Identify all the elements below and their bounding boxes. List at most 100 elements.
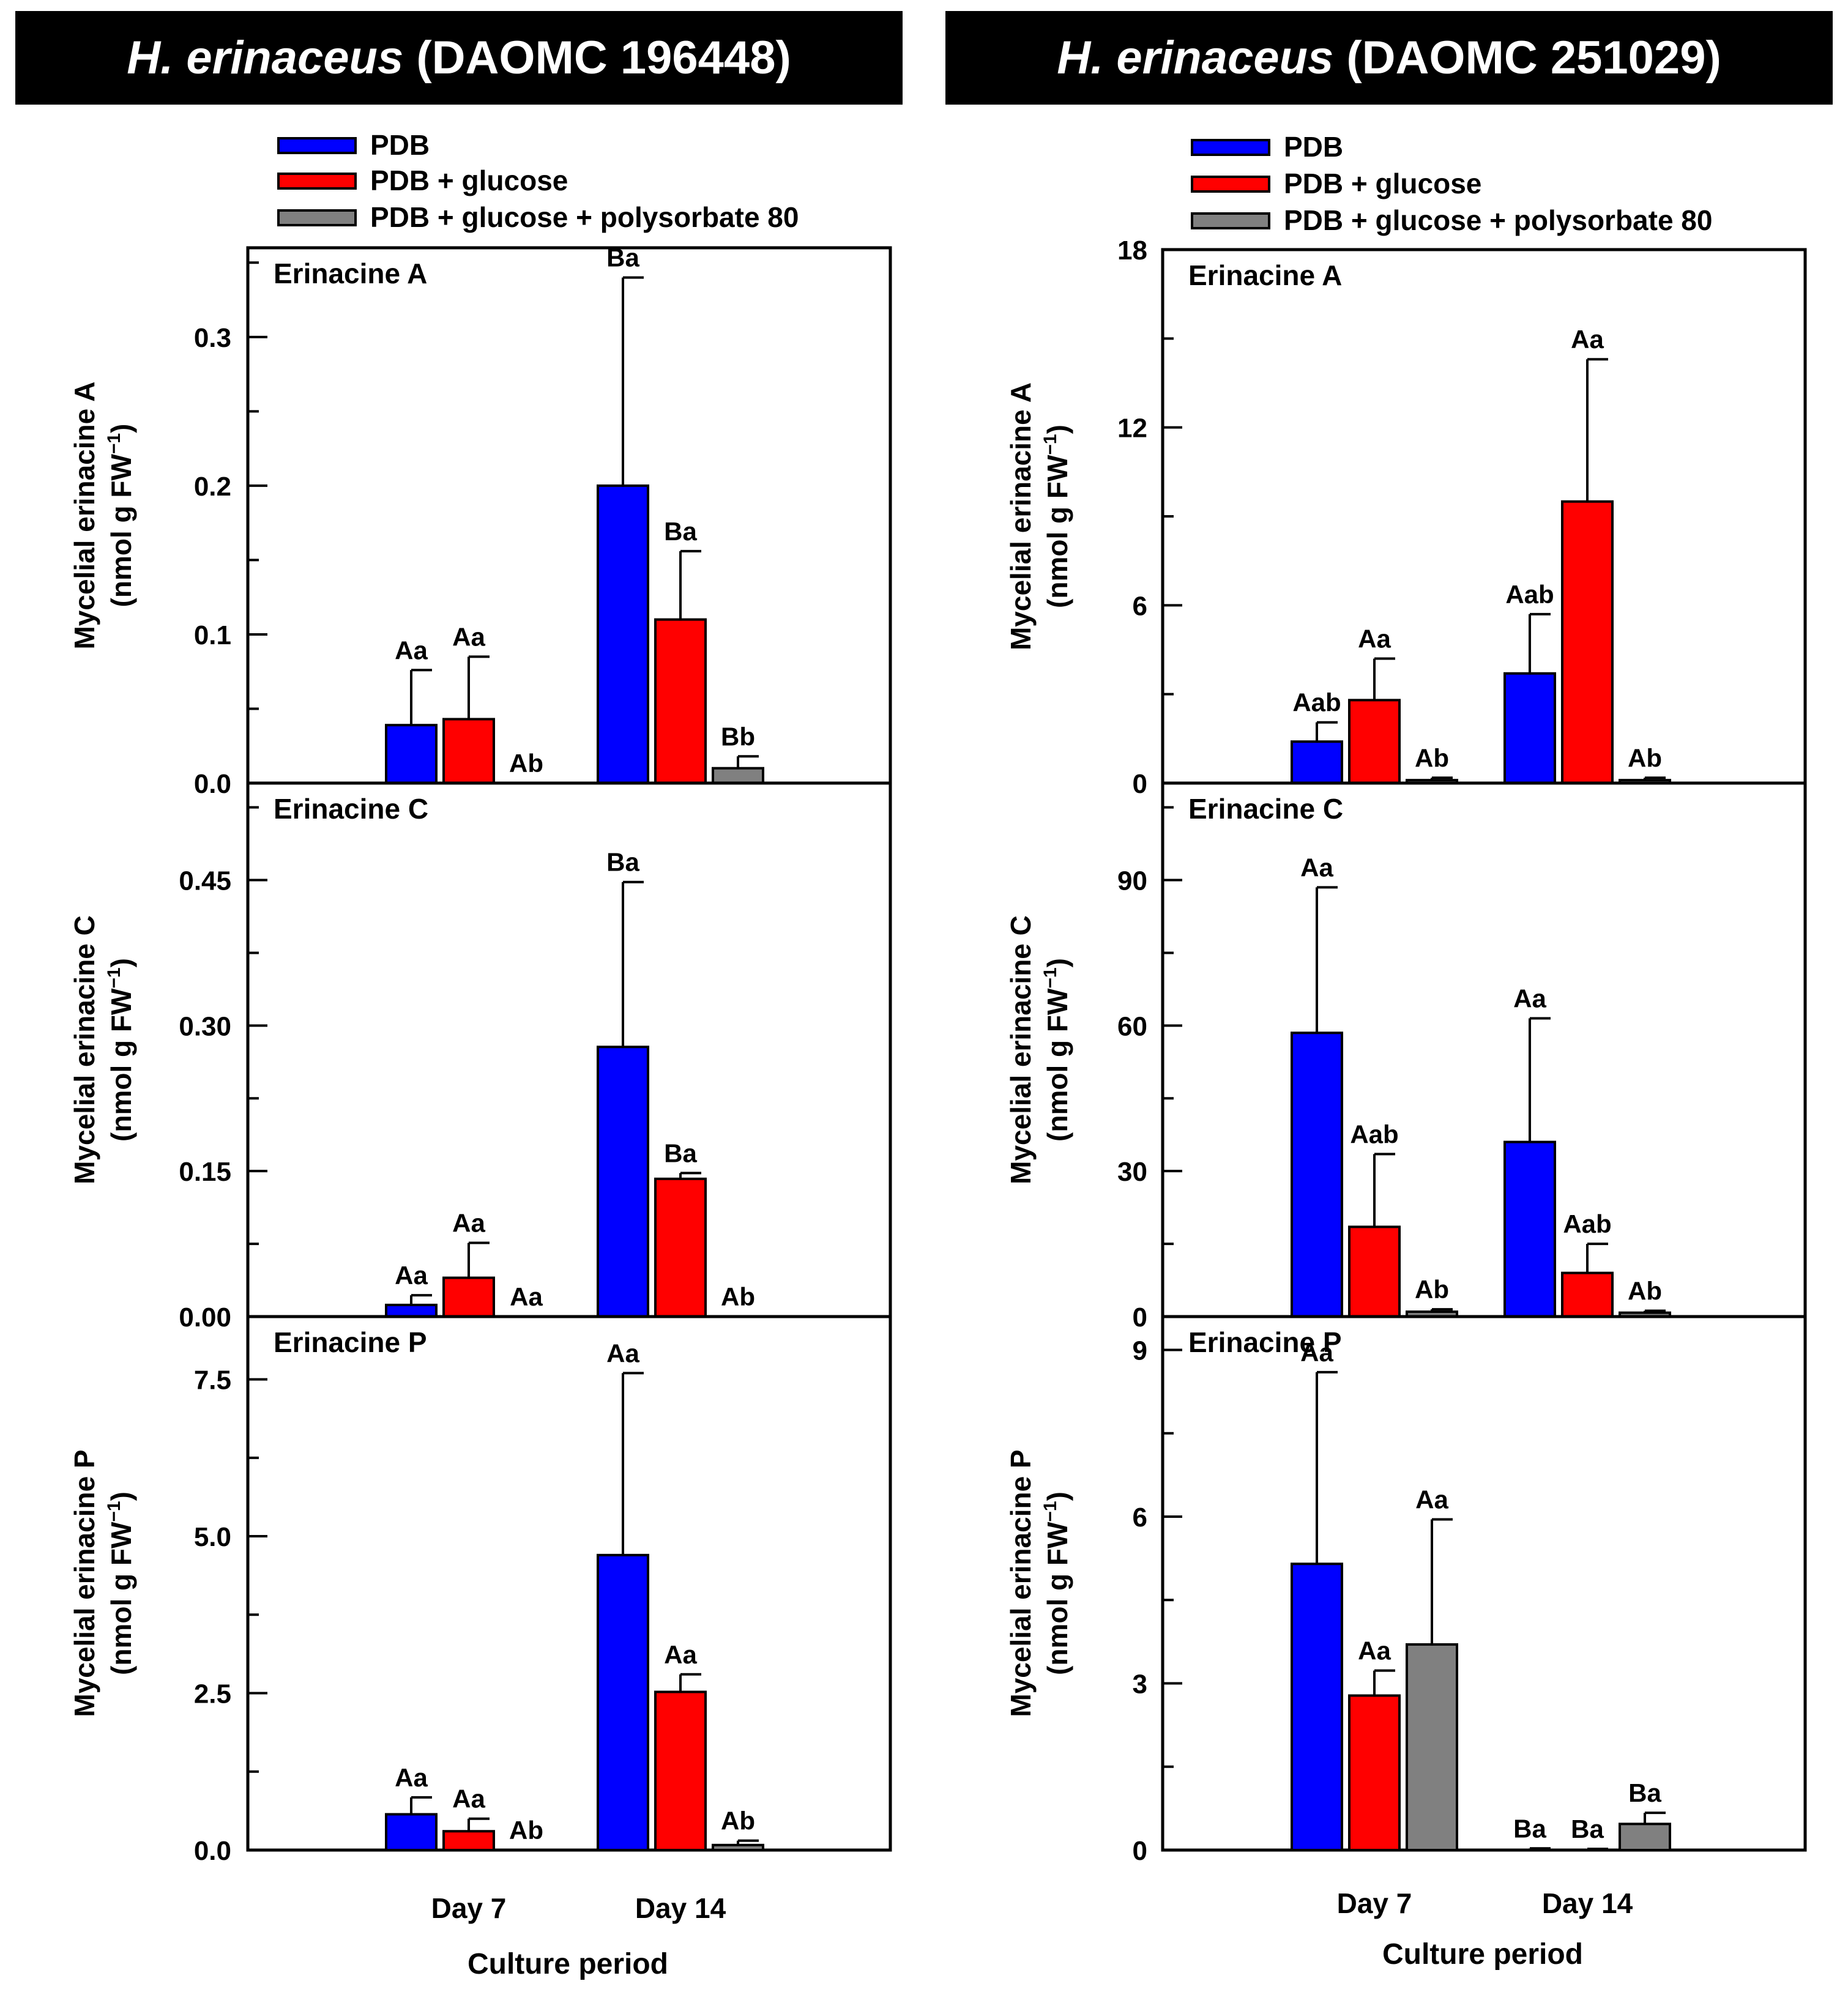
x-axis-title: Culture period [1382,1938,1583,1971]
bar [712,1843,764,1852]
x-category-label: Day 7 [431,1892,507,1924]
y-axis-label: Mycelial erinacine A (nmol g FW−1) [69,381,137,649]
y-axis-label-line2: (nmol g FW−1) [104,424,137,608]
panel-title: Erinacine P [1188,1326,1342,1358]
y-tick-label: 0.0 [194,1836,231,1866]
y-tick-label: 0.45 [179,866,231,896]
significance-letter: Ba [606,243,639,272]
y-tick-label: 0.3 [194,323,231,353]
y-tick-label: 60 [1117,1011,1147,1041]
y-axis-label-line1: Mycelial erinacine A [1005,382,1037,650]
y-axis-label: Mycelial erinacine C (nmol g FW−1) [1005,915,1073,1184]
significance-letter: Aa [395,1763,428,1792]
left-title-species: H. erinaceus [127,32,404,84]
y-tick-label: 0.15 [179,1157,231,1187]
significance-letter: Ab [1415,743,1449,772]
significance-letter: Aa [395,636,428,664]
significance-letter: Aa [452,1209,485,1238]
significance-letter: Ba [1628,1778,1661,1807]
panel-frame [1161,1315,1807,1852]
y-tick-label: 0.2 [194,472,231,502]
chart-daomc-196448: PDB PDB + glucose PDB + glucose + polysorb… [69,129,892,1980]
significance-letter: Ab [509,749,543,778]
bar [712,767,764,785]
bar [597,1046,649,1318]
panel-title: Erinacine C [1188,793,1343,825]
panel-frame [246,246,892,785]
bar [597,484,649,785]
x-category-label: Day 14 [635,1892,726,1924]
significance-letter: Ab [721,1807,755,1835]
significance-letter: Ba [664,517,697,546]
y-axis-label-line1: Mycelial erinacine A [69,381,100,649]
legend-label-2: PDB + glucose [1284,168,1481,199]
y-tick-label: 9 [1133,1336,1147,1366]
legend-swatch-3 [277,209,357,226]
y-tick-label: 7.5 [194,1366,231,1396]
significance-letter: Aa [606,1339,639,1367]
right-strain-title: H. erinaceus (DAOMC 251029) [945,11,1833,105]
bar [654,618,707,785]
legend-label-3: PDB + glucose + polysorbate 80 [1284,204,1712,236]
y-axis-label-line2: (nmol g FW−1) [104,1492,137,1675]
bar [1348,1225,1401,1318]
bar [1619,1823,1671,1852]
bar [442,1830,495,1852]
y-axis-label-line1: Mycelial erinacine C [1005,915,1037,1184]
chart-daomc-251029: PDB PDB + glucose PDB + glucose + polysorb… [1005,131,1807,1971]
significance-letter: Ba [1513,1814,1546,1843]
panel-erinacine-c: 0 30 60 90 Erinacine C Mycelial erinacine C (n… [1005,781,1807,1332]
panel-title: Erinacine A [274,258,427,289]
bar [597,1553,649,1851]
significance-letter: Aa [452,622,485,651]
panel-erinacine-c: 0.00 0.15 0.30 0.45 Erinacine C Mycelial erin… [69,781,892,1332]
bar [654,1690,707,1851]
panel-title: Erinacine P [274,1326,427,1358]
panel-erinacine-a: 0.0 0.1 0.2 0.3 Erinacine A Mycelial erinacin… [69,243,892,799]
significance-letter: Ba [606,848,639,877]
significance-letter: Ab [509,1816,543,1845]
legend-swatch-2 [1191,176,1270,193]
legend-label-2: PDB + glucose [370,165,568,196]
bar [1291,1563,1343,1851]
panel-erinacine-a: 0 6 12 18 Erinacine A Mycelial erinacine A (nm… [1005,236,1807,799]
legend-swatch-2 [277,173,357,190]
bar [1561,1271,1614,1318]
bar [1348,1694,1401,1852]
legend-label-1: PDB [1284,131,1343,163]
y-tick-label: 30 [1117,1157,1147,1187]
bar [1406,1643,1458,1852]
y-tick-label: 0 [1133,1836,1147,1866]
panel-erinacine-p: 0.0 2.5 5.0 7.5 Erinacine P Mycelial erinacin… [69,1315,892,1866]
significance-letter: Ab [1415,1275,1449,1304]
bar [385,1303,438,1318]
significance-letter: Aab [1350,1120,1398,1148]
y-axis-label: Mycelial erinacine A (nmol g FW−1) [1005,382,1073,650]
x-category-label: Day 14 [1542,1887,1633,1919]
significance-letter: Aa [1300,853,1333,882]
significance-letter: Aa [1358,1637,1391,1665]
significance-letter: Aa [1513,984,1546,1013]
y-tick-label: 6 [1133,1503,1147,1533]
significance-letter: Ab [1628,743,1662,772]
y-axis-label-line1: Mycelial erinacine P [69,1449,100,1717]
y-tick-label: 12 [1117,414,1147,444]
x-axis-title: Culture period [468,1948,668,1980]
y-axis-label-line2: (nmol g FW−1) [1040,1492,1073,1675]
significance-letter: Aa [1300,1338,1333,1367]
legend-label-1: PDB [370,129,430,161]
bar [1291,1031,1343,1318]
significance-letter: Ab [721,1282,755,1311]
y-tick-label: 0.1 [194,620,231,650]
y-axis-label-line2: (nmol g FW−1) [104,958,137,1142]
significance-letter: Ba [664,1139,697,1167]
y-tick-label: 90 [1117,866,1147,896]
y-axis-label-line1: Mycelial erinacine P [1005,1449,1037,1717]
bar [1291,740,1343,784]
right-title-strain: (DAOMC 251029) [1333,32,1721,84]
y-tick-label: 0.30 [179,1011,231,1041]
y-tick-label: 6 [1133,591,1147,621]
bar [385,1813,438,1851]
y-axis-label-line2: (nmol g FW−1) [1040,425,1073,608]
